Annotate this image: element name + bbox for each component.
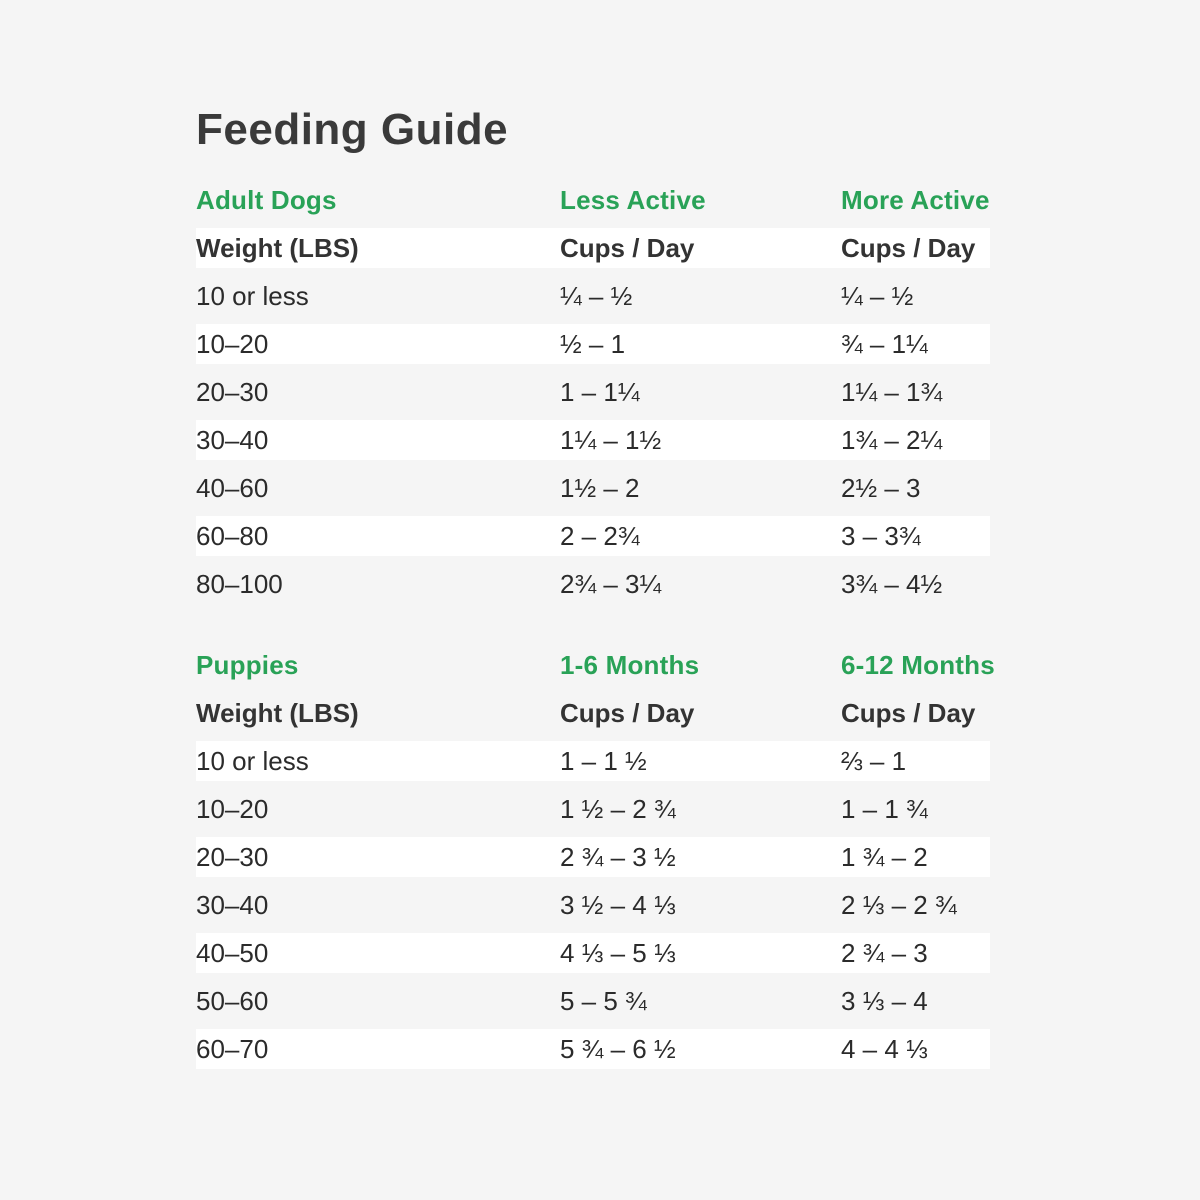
weight-cell: 10–20 bbox=[196, 793, 269, 824]
cups-cell: 3 – 3¾ bbox=[841, 520, 921, 551]
table-row: 60–80 2 – 2¾ 3 – 3¾ bbox=[185, 512, 995, 560]
table-row: 40–50 4 ⅓ – 5 ⅓ 2 ¾ – 3 bbox=[185, 929, 995, 977]
weight-cell: 40–50 bbox=[196, 937, 269, 968]
table-row: 20–30 2 ¾ – 3 ½ 1 ¾ – 2 bbox=[185, 833, 995, 881]
table-row: 10–20 ½ – 1 ¾ – 1¼ bbox=[185, 320, 995, 368]
feeding-guide-panel: Feeding Guide Adult Dogs Less Active Mor… bbox=[185, 0, 995, 1073]
puppies-table: Puppies 1-6 Months 6-12 Months Weight (L… bbox=[185, 641, 995, 1073]
cups-cell: 2 ¾ – 3 bbox=[841, 937, 928, 968]
column-header-weight: Weight (LBS) bbox=[196, 697, 359, 728]
weight-cell: 30–40 bbox=[196, 424, 269, 455]
table-row: 10 or less ¼ – ½ ¼ – ½ bbox=[185, 272, 995, 320]
table-row: 30–40 1¼ – 1½ 1¾ – 2¼ bbox=[185, 416, 995, 464]
cups-cell: 2 ¾ – 3 ½ bbox=[560, 841, 676, 872]
page-title: Feeding Guide bbox=[196, 105, 509, 154]
column-group-1-6-months: 1-6 Months bbox=[560, 649, 700, 680]
cups-cell: 1 ¾ – 2 bbox=[841, 841, 928, 872]
table-row: 80–100 2¾ – 3¼ 3¾ – 4½ bbox=[185, 560, 995, 608]
table-header-row: Weight (LBS) Cups / Day Cups / Day bbox=[185, 224, 995, 272]
weight-cell: 80–100 bbox=[196, 568, 283, 599]
cups-cell: 1 – 1 ¾ bbox=[841, 793, 928, 824]
cups-cell: 4 – 4 ⅓ bbox=[841, 1033, 928, 1064]
weight-cell: 20–30 bbox=[196, 841, 269, 872]
table-row: 40–60 1½ – 2 2½ – 3 bbox=[185, 464, 995, 512]
column-header-weight: Weight (LBS) bbox=[196, 232, 359, 263]
cups-cell: 1¾ – 2¼ bbox=[841, 424, 943, 455]
cups-cell: ¼ – ½ bbox=[841, 280, 914, 311]
table-row: 50–60 5 – 5 ¾ 3 ⅓ – 4 bbox=[185, 977, 995, 1025]
column-group-6-12-months: 6-12 Months bbox=[841, 649, 995, 680]
cups-cell: 3¾ – 4½ bbox=[841, 568, 943, 599]
cups-cell: 1¼ – 1½ bbox=[560, 424, 662, 455]
cups-cell: ½ – 1 bbox=[560, 328, 626, 359]
cups-cell: 1 ½ – 2 ¾ bbox=[560, 793, 676, 824]
cups-cell: 3 ⅓ – 4 bbox=[841, 985, 928, 1016]
table-row: 30–40 3 ½ – 4 ⅓ 2 ⅓ – 2 ¾ bbox=[185, 881, 995, 929]
adult-dogs-table: Adult Dogs Less Active More Active Weigh… bbox=[185, 176, 995, 608]
cups-cell: ¼ – ½ bbox=[560, 280, 633, 311]
table-row: 10–20 1 ½ – 2 ¾ 1 – 1 ¾ bbox=[185, 785, 995, 833]
cups-cell: ⅔ – 1 bbox=[841, 745, 907, 776]
weight-cell: 20–30 bbox=[196, 376, 269, 407]
adult-dogs-section-headers: Adult Dogs Less Active More Active bbox=[185, 176, 995, 224]
section-label-puppies: Puppies bbox=[196, 649, 299, 680]
puppies-section-headers: Puppies 1-6 Months 6-12 Months bbox=[185, 641, 995, 689]
cups-cell: 2¾ – 3¼ bbox=[560, 568, 662, 599]
cups-cell: 2½ – 3 bbox=[841, 472, 921, 503]
column-header-cups-day: Cups / Day bbox=[841, 232, 976, 263]
cups-cell: 5 – 5 ¾ bbox=[560, 985, 647, 1016]
cups-cell: 5 ¾ – 6 ½ bbox=[560, 1033, 676, 1064]
column-header-cups-day: Cups / Day bbox=[560, 697, 695, 728]
cups-cell: 2 – 2¾ bbox=[560, 520, 640, 551]
cups-cell: 4 ⅓ – 5 ⅓ bbox=[560, 937, 676, 968]
cups-cell: 2 ⅓ – 2 ¾ bbox=[841, 889, 957, 920]
weight-cell: 30–40 bbox=[196, 889, 269, 920]
cups-cell: 3 ½ – 4 ⅓ bbox=[560, 889, 676, 920]
cups-cell: 1 – 1¼ bbox=[560, 376, 640, 407]
cups-cell: 1¼ – 1¾ bbox=[841, 376, 943, 407]
weight-cell: 50–60 bbox=[196, 985, 269, 1016]
weight-cell: 60–70 bbox=[196, 1033, 269, 1064]
section-label-adult-dogs: Adult Dogs bbox=[196, 184, 337, 215]
table-row: 10 or less 1 – 1 ½ ⅔ – 1 bbox=[185, 737, 995, 785]
table-row: 20–30 1 – 1¼ 1¼ – 1¾ bbox=[185, 368, 995, 416]
cups-cell: 1½ – 2 bbox=[560, 472, 640, 503]
weight-cell: 40–60 bbox=[196, 472, 269, 503]
table-header-row: Weight (LBS) Cups / Day Cups / Day bbox=[185, 689, 995, 737]
weight-cell: 10–20 bbox=[196, 328, 269, 359]
column-group-more-active: More Active bbox=[841, 184, 990, 215]
weight-cell: 10 or less bbox=[196, 745, 309, 776]
table-row: 60–70 5 ¾ – 6 ½ 4 – 4 ⅓ bbox=[185, 1025, 995, 1073]
column-header-cups-day: Cups / Day bbox=[841, 697, 976, 728]
cups-cell: ¾ – 1¼ bbox=[841, 328, 928, 359]
column-group-less-active: Less Active bbox=[560, 184, 706, 215]
weight-cell: 10 or less bbox=[196, 280, 309, 311]
cups-cell: 1 – 1 ½ bbox=[560, 745, 647, 776]
column-header-cups-day: Cups / Day bbox=[560, 232, 695, 263]
weight-cell: 60–80 bbox=[196, 520, 269, 551]
